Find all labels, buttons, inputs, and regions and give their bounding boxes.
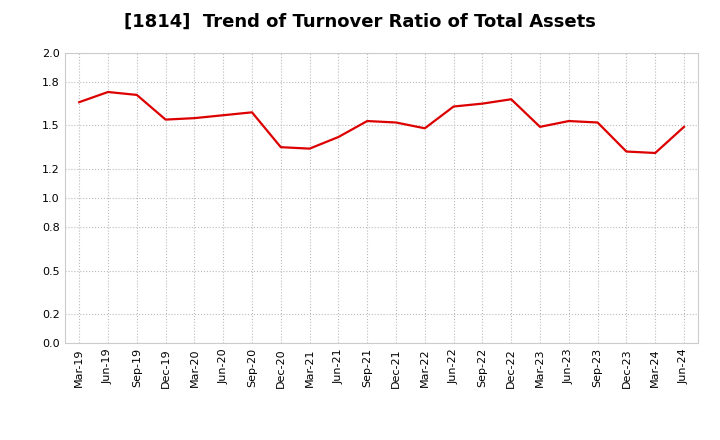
Text: [1814]  Trend of Turnover Ratio of Total Assets: [1814] Trend of Turnover Ratio of Total … (124, 13, 596, 31)
